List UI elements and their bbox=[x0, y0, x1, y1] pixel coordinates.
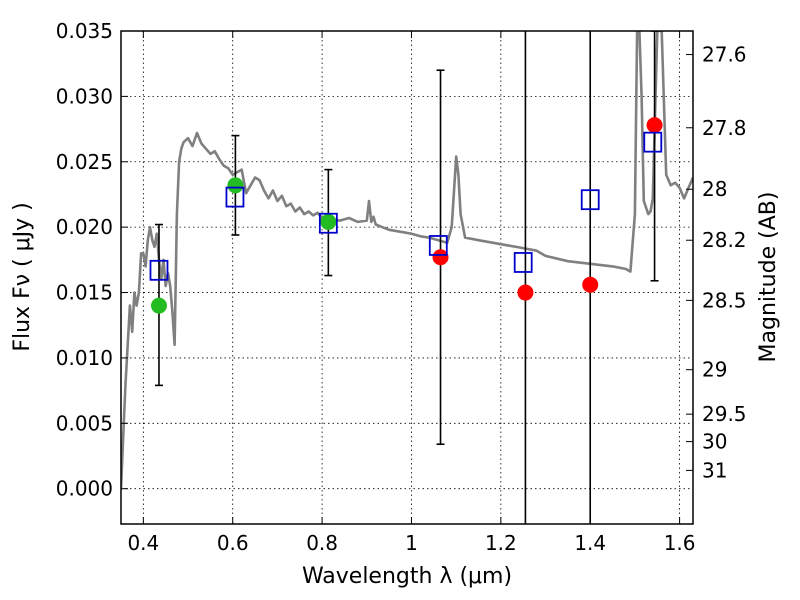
y2-tick-label: 27.6 bbox=[702, 43, 747, 67]
model-flux-square bbox=[225, 186, 245, 208]
observed-flux-point-red bbox=[517, 284, 534, 301]
observed-flux-point-red bbox=[646, 117, 663, 134]
axis-ticks: 0.4 0.6 0.8 1 1.2 1.4 1.6 0.000 0.005 0.010 0.015 0… bbox=[56, 19, 747, 555]
y-tick-label: 0.005 bbox=[56, 411, 113, 435]
y-tick-label: 0.020 bbox=[56, 215, 113, 239]
observed-flux-point-green bbox=[320, 213, 337, 230]
y2-tick-label: 28.2 bbox=[702, 228, 747, 252]
y-tick-label: 0.035 bbox=[56, 19, 113, 43]
series-layer bbox=[121, 31, 693, 524]
y-tick-label: 0.030 bbox=[56, 84, 113, 108]
model-flux-square bbox=[643, 131, 663, 153]
y2-tick-label: 29 bbox=[702, 358, 727, 382]
x-tick-label: 0.4 bbox=[127, 531, 159, 555]
observed-flux-point-green bbox=[227, 177, 244, 194]
x-tick-label: 1.4 bbox=[574, 531, 606, 555]
y2-tick-label: 31 bbox=[702, 458, 727, 482]
y-tick-label: 0.000 bbox=[56, 477, 113, 501]
model-flux-square bbox=[513, 252, 533, 273]
x-axis-label: Wavelength λ (μm) bbox=[302, 564, 512, 589]
plot-frame bbox=[120, 30, 694, 525]
observed-flux-point-red bbox=[432, 249, 449, 266]
x-tick-label: 1.2 bbox=[485, 531, 517, 555]
model-flux-square bbox=[149, 259, 169, 281]
observed-flux-point-green bbox=[150, 297, 167, 314]
y2-tick-label: 29.5 bbox=[702, 402, 747, 426]
y2-axis-label: Magnitude (AB) bbox=[756, 192, 781, 363]
x-tick-label: 1.6 bbox=[664, 531, 696, 555]
observed-flux-point-red bbox=[582, 276, 599, 293]
model-flux-square bbox=[318, 212, 338, 234]
y-tick-label: 0.015 bbox=[56, 281, 113, 305]
y-tick-label: 0.010 bbox=[56, 346, 113, 370]
grid-lines bbox=[121, 30, 693, 524]
x-tick-label: 0.6 bbox=[217, 531, 249, 555]
y2-tick-label: 27.8 bbox=[702, 116, 747, 140]
y-tick-label: 0.025 bbox=[56, 150, 113, 174]
y-axis-label: Flux Fν ( μJy ) bbox=[10, 202, 35, 351]
x-tick-label: 0.8 bbox=[306, 531, 338, 555]
model-flux-square bbox=[428, 235, 448, 256]
y2-tick-label: 28 bbox=[702, 177, 727, 201]
y2-tick-label: 28.5 bbox=[702, 288, 747, 312]
y2-tick-label: 30 bbox=[702, 430, 727, 454]
model-spectrum-line bbox=[121, 31, 693, 489]
x-tick-label: 1 bbox=[405, 531, 418, 555]
plot-background bbox=[121, 31, 693, 524]
model-flux-square bbox=[580, 189, 600, 211]
